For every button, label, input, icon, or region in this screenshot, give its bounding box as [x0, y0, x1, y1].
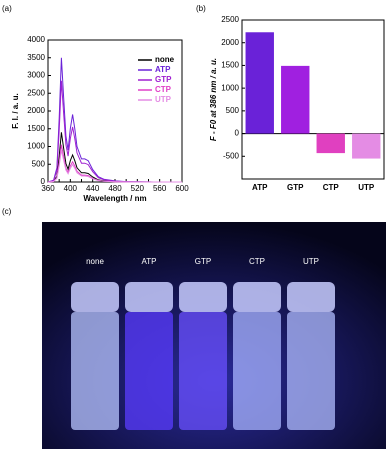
- vial-cap: [287, 282, 335, 312]
- vial-cap: [179, 282, 227, 312]
- line: [47, 144, 182, 183]
- vial-label: CTP: [249, 257, 265, 266]
- line: [47, 149, 182, 183]
- bar: [281, 65, 310, 134]
- vial: [125, 312, 173, 430]
- x-tick-label: GTP: [287, 183, 304, 192]
- y-tick-label: -500: [223, 151, 240, 160]
- bar: [245, 32, 274, 134]
- vial-label: none: [86, 257, 104, 266]
- y-tick-label: 4000: [27, 35, 45, 44]
- x-tick-label: ATP: [252, 183, 268, 192]
- panel-label: (a): [2, 4, 12, 13]
- x-tick-label: 560: [153, 184, 167, 193]
- y-tick-label: 1000: [221, 83, 239, 92]
- x-tick-label: 520: [131, 184, 145, 193]
- legend-label: none: [155, 55, 175, 64]
- legend-label: ATP: [155, 65, 171, 74]
- plot-frame: [241, 19, 385, 180]
- y-tick-label: 3000: [27, 71, 45, 80]
- x-tick-label: 600: [175, 184, 189, 193]
- bar: [316, 133, 345, 154]
- y-tick-label: 2500: [221, 15, 239, 24]
- x-tick-label: 480: [108, 184, 122, 193]
- panel-label: (b): [196, 4, 206, 13]
- vial-label: UTP: [303, 257, 319, 266]
- x-tick-label: 360: [41, 184, 55, 193]
- vial-cap: [233, 282, 281, 312]
- panel-label: (c): [2, 207, 12, 216]
- y-axis-label: F - F0 at 386 nm / a. u.: [209, 58, 218, 141]
- vial-label: ATP: [142, 257, 157, 266]
- y-tick-label: 2000: [221, 38, 239, 47]
- x-tick-label: CTP: [323, 183, 340, 192]
- y-tick-label: 1500: [27, 124, 45, 133]
- vial: [233, 312, 281, 430]
- vial-label: GTP: [195, 257, 211, 266]
- vial-cap: [71, 282, 119, 312]
- y-axis-label: F. I. / a. u.: [11, 93, 20, 129]
- y-tick-label: 3500: [27, 53, 45, 62]
- legend-label: UTP: [155, 95, 172, 104]
- legend-label: GTP: [155, 75, 172, 84]
- y-tick-label: 1000: [27, 142, 45, 151]
- vial-cap: [125, 282, 173, 312]
- y-tick-label: 0: [235, 129, 240, 138]
- x-tick-label: 400: [64, 184, 78, 193]
- y-tick-label: 500: [226, 106, 240, 115]
- x-tick-label: 440: [86, 184, 100, 193]
- vial: [287, 312, 335, 430]
- vial: [179, 312, 227, 430]
- vials: none ATP GTP CTP UTP: [71, 257, 335, 430]
- legend-label: CTP: [155, 85, 172, 94]
- y-tick-label: 2500: [27, 88, 45, 97]
- y-tick-label: 0: [41, 177, 46, 186]
- y-tick-label: 500: [32, 159, 46, 168]
- line: [47, 80, 182, 183]
- x-axis-label: Wavelength / nm: [83, 194, 146, 203]
- bar: [352, 133, 381, 159]
- y-tick-label: 1500: [221, 61, 239, 70]
- vial: [71, 312, 119, 430]
- y-tick-label: 2000: [27, 106, 45, 115]
- x-tick-label: UTP: [358, 183, 375, 192]
